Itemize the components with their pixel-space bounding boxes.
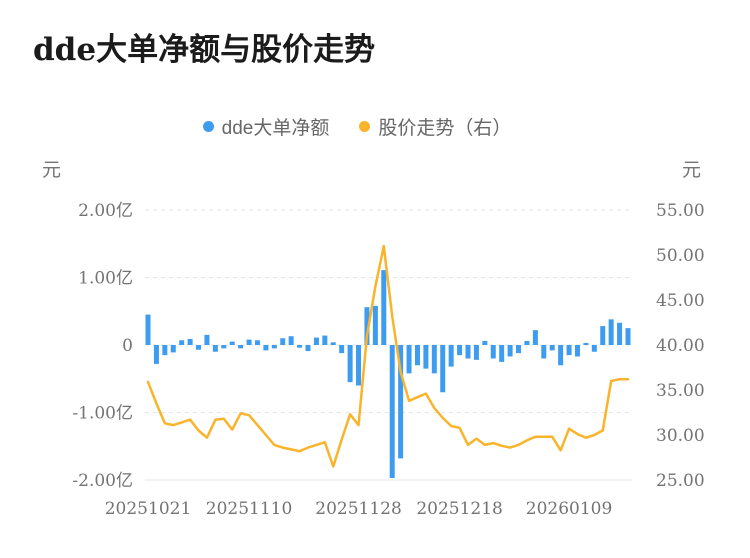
net-amount-bar: [238, 345, 244, 349]
net-amount-bar: [297, 345, 303, 348]
net-amount-bar: [162, 345, 168, 356]
net-amount-bar: [221, 345, 227, 349]
net-amount-bar: [583, 342, 589, 345]
net-amount-bar: [339, 345, 345, 354]
left-axis-tick-label: 1.00亿: [78, 269, 133, 289]
net-amount-bar: [313, 337, 319, 345]
net-amount-bar: [465, 345, 471, 359]
net-amount-bar: [263, 345, 269, 351]
legend-label-dde-net: dde大单净额: [221, 118, 330, 139]
net-amount-bar: [625, 328, 631, 345]
net-amount-bar: [507, 345, 513, 357]
net-amount-bar: [617, 322, 623, 345]
net-amount-bar: [356, 345, 362, 386]
left-axis-tick-label: -2.00亿: [72, 471, 133, 491]
x-axis-tick-label: 20251021: [105, 499, 192, 519]
net-amount-bar: [246, 339, 252, 345]
net-amount-bar: [608, 319, 614, 345]
net-amount-bar: [229, 341, 235, 345]
net-amount-bar: [457, 345, 463, 356]
net-amount-bar: [372, 305, 378, 345]
net-amount-bar: [541, 345, 547, 359]
right-axis-tick-label: 25.00: [656, 471, 705, 491]
net-amount-bar: [499, 345, 505, 362]
legend-dot-yellow-icon: [359, 121, 371, 132]
x-axis-tick-label: 20260109: [526, 499, 613, 519]
net-amount-bar: [196, 345, 202, 350]
net-amount-bar: [389, 345, 395, 478]
net-amount-bar: [398, 345, 404, 459]
right-axis-tick-label: 55.00: [656, 201, 705, 221]
net-amount-bar: [288, 336, 294, 345]
net-amount-bar: [600, 326, 606, 345]
net-amount-bar: [524, 340, 530, 345]
x-axis-tick-label: 20251218: [416, 499, 503, 519]
net-amount-bar: [204, 334, 210, 345]
net-amount-bar: [440, 345, 446, 393]
net-amount-bar: [448, 345, 454, 367]
right-axis-tick-label: 45.00: [656, 291, 705, 311]
net-amount-bar: [347, 345, 353, 383]
net-amount-bar: [179, 340, 185, 345]
net-amount-bar: [414, 345, 420, 366]
net-amount-bar: [490, 345, 496, 359]
legend-item-price-trend[interactable]: 股价走势（右）: [359, 113, 511, 140]
net-amount-bar: [558, 345, 564, 366]
net-amount-bar: [566, 345, 572, 356]
legend-label-price-trend: 股价走势（右）: [378, 118, 512, 139]
x-axis-tick-label: 20251128: [315, 499, 402, 519]
net-amount-bar: [473, 345, 479, 360]
net-amount-bar: [406, 345, 412, 374]
left-axis-tick-label: 0: [122, 336, 133, 356]
net-amount-bar: [170, 345, 176, 353]
net-amount-bar: [271, 345, 277, 349]
net-amount-bar: [280, 338, 286, 345]
left-axis-tick-label: 2.00亿: [78, 201, 133, 221]
net-amount-bar: [532, 330, 538, 345]
x-axis-tick-label: 20251110: [206, 499, 293, 519]
net-amount-bar: [305, 345, 311, 352]
right-axis-unit: 元: [682, 159, 702, 181]
net-amount-bar: [431, 345, 437, 374]
net-amount-bar: [591, 345, 597, 352]
net-amount-bar: [212, 345, 218, 352]
net-amount-bar: [145, 314, 151, 345]
net-amount-bar: [482, 340, 488, 345]
legend: dde大单净额 股价走势（右）: [0, 113, 732, 140]
net-amount-bar: [153, 345, 159, 364]
right-axis-tick-label: 50.00: [656, 246, 705, 266]
right-axis-tick-label: 35.00: [656, 381, 705, 401]
net-amount-bar: [330, 342, 336, 345]
net-amount-bar: [364, 307, 370, 345]
net-amount-bar: [187, 338, 193, 345]
right-axis-tick-label: 30.00: [656, 426, 705, 446]
net-amount-bar: [322, 335, 328, 345]
net-amount-bar: [254, 340, 260, 345]
legend-item-dde-net[interactable]: dde大单净额: [202, 113, 330, 140]
net-amount-bar: [574, 345, 580, 357]
price-trend-line: [146, 244, 630, 468]
page-title: dde大单净额与股价走势: [33, 32, 376, 68]
legend-dot-blue-icon: [202, 121, 214, 132]
net-amount-bar: [381, 270, 387, 345]
net-amount-bar: [423, 345, 429, 369]
left-axis-unit: 元: [42, 159, 62, 181]
net-amount-bar: [516, 345, 522, 354]
net-amount-bar: [549, 345, 555, 351]
left-axis-tick-label: -1.00亿: [72, 404, 133, 424]
right-axis-tick-label: 40.00: [656, 336, 705, 356]
